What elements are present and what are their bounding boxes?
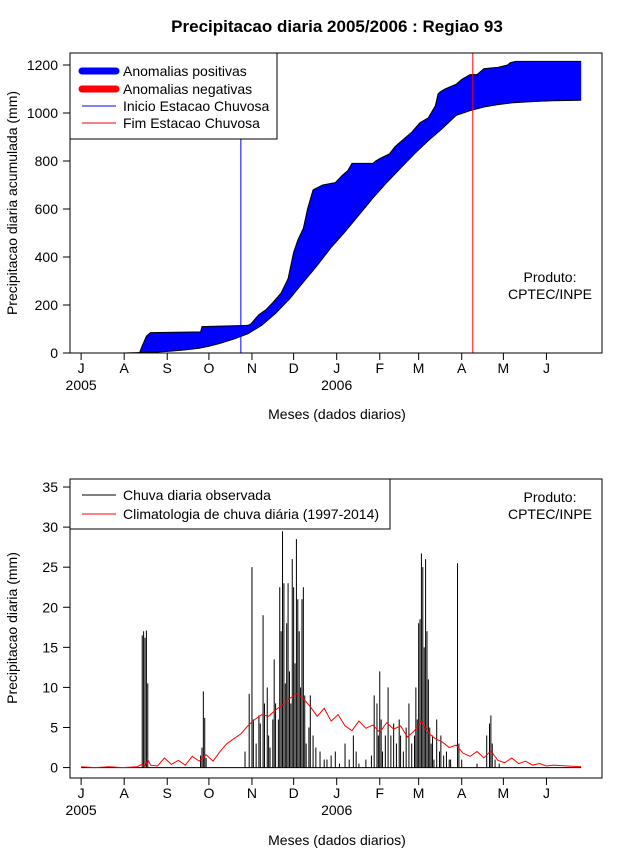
top-legend-box <box>69 52 278 140</box>
bottom-legend-box <box>69 478 391 530</box>
top-x-tick-label: M <box>413 360 425 376</box>
top-x-tick-label: J <box>333 360 340 376</box>
bottom-year-label: 2006 <box>321 802 352 818</box>
bottom-x-axis-label: Meses (dados diarios) <box>268 832 406 848</box>
bottom-x-tick-label: M <box>498 785 510 801</box>
bottom-annotation: Produto: CPTEC/INPE <box>508 489 592 522</box>
climatology-accumulated-line <box>81 99 582 354</box>
bottom-annotation-line-1: Produto: <box>524 489 577 505</box>
bottom-x-tick-label: S <box>163 785 172 801</box>
bottom-plot-area <box>81 531 582 769</box>
top-x-tick-label: J <box>543 360 550 376</box>
bottom-y-tick-label: 20 <box>42 599 58 615</box>
bottom-legend: Chuva diaria observada Climatologia de c… <box>69 478 391 530</box>
chart-title: Precipitacao diaria 2005/2006 : Regiao 9… <box>171 17 503 36</box>
bottom-y-axis-label: Precipitacao diaria (mm) <box>4 552 20 704</box>
bottom-x-tick-label: O <box>203 785 214 801</box>
bottom-x-tick-label: D <box>289 785 299 801</box>
top-annotation-line-2: CPTEC/INPE <box>508 286 592 302</box>
bottom-y-tick-label: 25 <box>42 559 58 575</box>
top-x-tick-label: S <box>163 360 172 376</box>
top-year-label: 2006 <box>321 377 352 393</box>
legend-label-chuva-observada: Chuva diaria observada <box>123 487 271 503</box>
top-legend: Anomalias positivas Anomalias negativas … <box>69 52 278 140</box>
top-x-tick-label: O <box>203 360 214 376</box>
legend-label-climatologia: Climatologia de chuva diária (1997-2014) <box>123 506 379 522</box>
top-y-axis-label: Precipitacao diaria acumulada (mm) <box>4 91 20 315</box>
top-y-tick-label: 0 <box>50 345 58 361</box>
top-y-tick-label: 800 <box>35 153 59 169</box>
observed-accumulated-line <box>81 60 582 354</box>
top-annotation: Produto: CPTEC/INPE <box>508 269 592 302</box>
bottom-year-label: 2005 <box>66 802 97 818</box>
bottom-y-tick-label: 5 <box>50 719 58 735</box>
bottom-y-tick-label: 10 <box>42 679 58 695</box>
legend-label-anomalias-positivas: Anomalias positivas <box>123 63 247 79</box>
bottom-x-tick-label: M <box>413 785 425 801</box>
bottom-annotation-line-2: CPTEC/INPE <box>508 506 592 522</box>
top-x-axis-label: Meses (dados diarios) <box>268 406 406 422</box>
legend-label-fim-estacao: Fim Estacao Chuvosa <box>123 115 260 131</box>
bottom-x-tick-label: J <box>543 785 550 801</box>
climatology-daily-line <box>81 693 582 769</box>
bottom-x-tick-label: A <box>457 785 467 801</box>
bottom-x-tick-label: A <box>120 785 130 801</box>
bottom-y-axis: 0 5 10 15 20 25 30 35 <box>42 479 71 776</box>
bottom-x-tick-label: F <box>375 785 384 801</box>
bottom-y-tick-label: 30 <box>42 519 58 535</box>
top-y-tick-label: 1000 <box>27 105 58 121</box>
top-y-axis: 0 200 400 600 800 1000 1200 <box>27 57 71 361</box>
top-x-tick-label: N <box>247 360 257 376</box>
top-annotation-line-1: Produto: <box>524 269 577 285</box>
top-x-tick-label: M <box>498 360 510 376</box>
top-year-label: 2005 <box>66 377 97 393</box>
top-x-tick-label: A <box>457 360 467 376</box>
top-y-tick-label: 400 <box>35 249 59 265</box>
top-x-tick-label: A <box>120 360 130 376</box>
bottom-y-tick-label: 35 <box>42 479 58 495</box>
top-y-tick-label: 600 <box>35 201 59 217</box>
top-y-tick-label: 1200 <box>27 57 58 73</box>
bottom-x-tick-label: J <box>78 785 85 801</box>
bottom-x-tick-label: J <box>333 785 340 801</box>
top-x-tick-label: J <box>78 360 85 376</box>
positive-anomaly-area <box>81 61 582 354</box>
legend-label-inicio-estacao: Inicio Estacao Chuvosa <box>123 98 270 114</box>
bottom-y-tick-label: 15 <box>42 639 58 655</box>
legend-label-anomalias-negativas: Anomalias negativas <box>123 81 252 97</box>
bottom-x-tick-label: N <box>247 785 257 801</box>
bottom-y-tick-label: 0 <box>50 760 58 776</box>
top-y-tick-label: 200 <box>35 297 59 313</box>
top-x-tick-label: F <box>375 360 384 376</box>
top-x-tick-label: D <box>289 360 299 376</box>
